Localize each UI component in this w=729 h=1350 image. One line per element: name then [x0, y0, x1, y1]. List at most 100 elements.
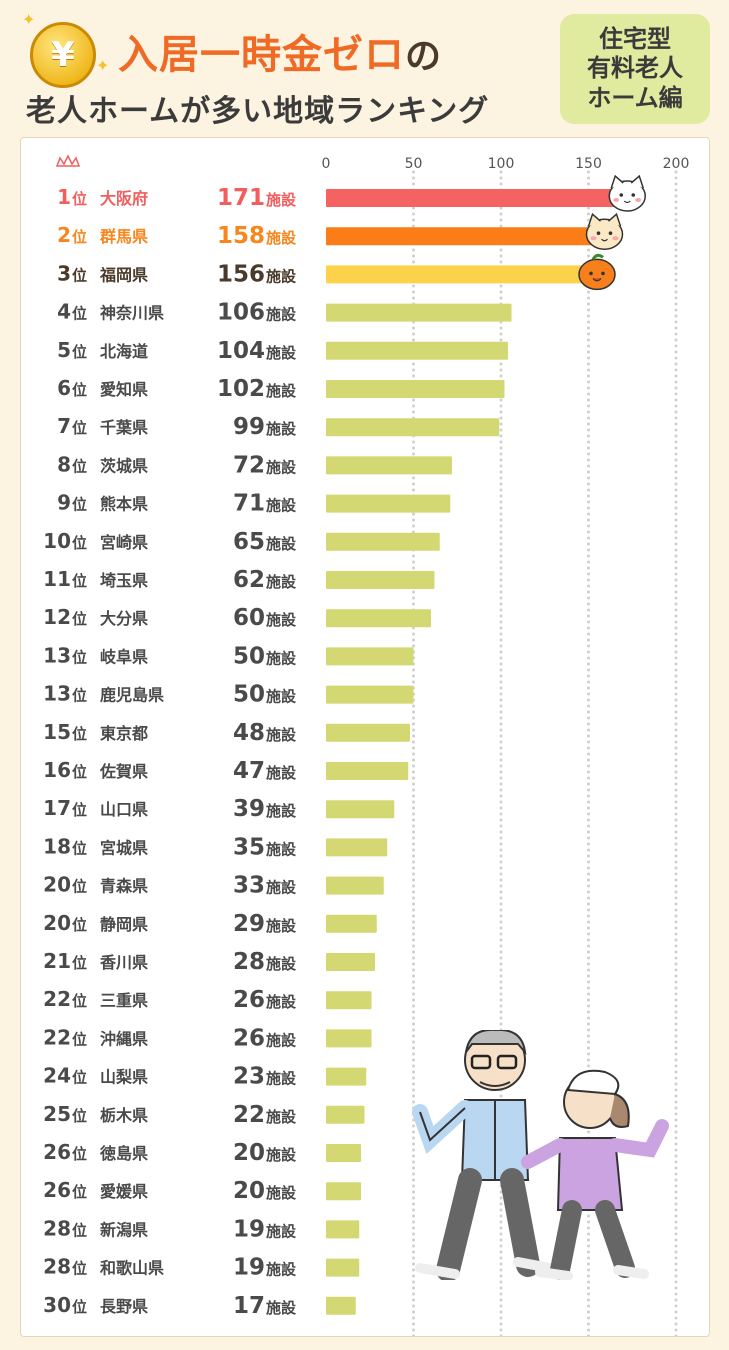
- unit-label: 施設: [266, 420, 297, 438]
- unit-label: 施設: [266, 917, 297, 935]
- rank-suffix: 位: [72, 763, 87, 781]
- unit-label: 施設: [266, 306, 297, 324]
- value-label: 50: [233, 682, 265, 708]
- value-label: 20: [233, 1178, 265, 1204]
- rank-number: 28: [43, 1216, 71, 1240]
- rank-number: 20: [43, 873, 71, 897]
- rank-number: 22: [43, 1025, 71, 1049]
- unit-label: 施設: [266, 573, 297, 591]
- rank-suffix: 位: [72, 1145, 87, 1163]
- rank-number: 13: [43, 643, 71, 667]
- value-label: 106: [217, 300, 265, 326]
- value-label: 26: [233, 1025, 265, 1051]
- unit-label: 施設: [266, 1261, 297, 1279]
- value-label: 35: [233, 834, 265, 860]
- rank-number: 6: [57, 376, 71, 400]
- rank-suffix: 位: [72, 954, 87, 972]
- value-label: 104: [217, 338, 265, 364]
- unit-label: 施設: [266, 1031, 297, 1049]
- bar: [326, 1296, 356, 1315]
- rank-suffix: 位: [72, 839, 87, 857]
- prefecture-label: 香川県: [99, 953, 148, 972]
- bar: [326, 609, 431, 628]
- prefecture-label: 愛知県: [100, 380, 148, 399]
- prefecture-label: 青森県: [100, 877, 148, 896]
- rank-suffix: 位: [72, 266, 87, 284]
- rank-suffix: 位: [72, 687, 87, 705]
- value-label: 26: [233, 987, 265, 1013]
- rank-number: 8: [57, 452, 71, 476]
- prefecture-label: 愛媛県: [100, 1182, 148, 1201]
- value-label: 28: [233, 949, 265, 975]
- bar: [326, 189, 626, 207]
- woman-figure: [521, 1069, 669, 1280]
- unit-label: 施設: [266, 267, 297, 285]
- bar: [326, 456, 452, 475]
- rank-suffix: 位: [72, 1069, 87, 1087]
- unit-label: 施設: [266, 993, 297, 1011]
- prefecture-label: 大分県: [100, 609, 148, 628]
- badge-line: ホーム編: [587, 83, 683, 112]
- prefecture-label: 山梨県: [100, 1068, 148, 1087]
- rank-number: 4: [57, 300, 71, 324]
- crown-icon: [55, 154, 81, 167]
- unit-label: 施設: [266, 726, 297, 744]
- bar: [326, 953, 375, 971]
- value-label: 33: [233, 873, 265, 899]
- rank-number: 25: [43, 1102, 71, 1126]
- rank-number: 13: [43, 682, 71, 706]
- prefecture-label: 福岡県: [99, 265, 148, 284]
- bar: [326, 647, 414, 666]
- bar: [326, 380, 505, 398]
- rank-suffix: 位: [72, 190, 87, 208]
- rank-number: 12: [43, 605, 71, 629]
- value-label: 72: [233, 452, 265, 478]
- prefecture-label: 栃木県: [100, 1106, 148, 1125]
- unit-label: 施設: [266, 344, 297, 362]
- rank-suffix: 位: [72, 228, 87, 246]
- rank-suffix: 位: [72, 496, 87, 514]
- bar: [326, 1182, 361, 1201]
- bar: [326, 1144, 361, 1162]
- value-label: 60: [233, 605, 265, 631]
- unit-label: 施設: [266, 229, 297, 247]
- value-label: 102: [217, 376, 265, 402]
- unit-label: 施設: [266, 458, 297, 476]
- prefecture-label: 徳島県: [99, 1144, 148, 1163]
- value-label: 158: [217, 223, 265, 249]
- bar: [326, 1105, 365, 1124]
- value-label: 99: [233, 414, 265, 440]
- yen-coin-icon: ¥: [30, 22, 96, 88]
- bar: [326, 227, 603, 246]
- rank-number: 26: [43, 1140, 71, 1164]
- bar: [326, 762, 409, 780]
- unit-label: 施設: [266, 382, 297, 400]
- rank-suffix: 位: [72, 878, 87, 896]
- rank-number: 5: [57, 338, 71, 362]
- prefecture-label: 三重県: [100, 991, 148, 1010]
- rank-suffix: 位: [72, 457, 87, 475]
- bar: [326, 341, 508, 360]
- rank-suffix: 位: [72, 916, 87, 934]
- unit-label: 施設: [266, 649, 297, 667]
- rank-number: 1: [57, 185, 71, 209]
- bar: [326, 571, 435, 589]
- rank-number: 3: [57, 261, 71, 285]
- rank-suffix: 位: [72, 534, 87, 552]
- prefecture-label: 新潟県: [100, 1220, 148, 1239]
- value-label: 19: [233, 1216, 265, 1242]
- rank-number: 26: [43, 1178, 71, 1202]
- ranking-bar-chart: 0 50 100 150 2001 位大阪府 171 施設2 位群馬県 158 施設3 位福岡県 156…: [43, 154, 689, 1336]
- badge-line: 有料老人: [587, 54, 683, 83]
- prefecture-label: 鹿児島県: [100, 686, 164, 705]
- bar: [326, 800, 395, 819]
- prefecture-label: 沖縄県: [100, 1029, 148, 1048]
- x-tick-label: 50: [405, 156, 423, 172]
- prefecture-label: 茨城県: [100, 456, 148, 475]
- rank-suffix: 位: [72, 1183, 87, 1201]
- bar: [326, 1067, 367, 1086]
- value-label: 156: [217, 261, 265, 287]
- rank-number: 7: [57, 414, 71, 438]
- value-label: 47: [233, 758, 265, 784]
- man-figure: [412, 1030, 555, 1280]
